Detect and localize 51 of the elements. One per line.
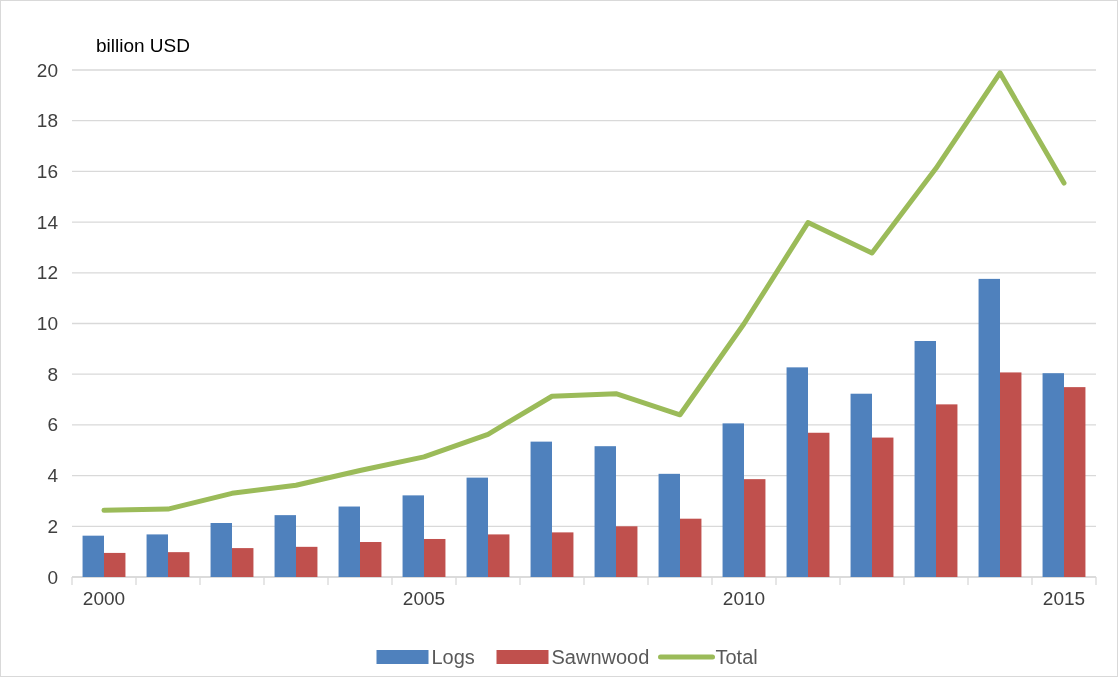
bar [872,437,894,577]
y-tick-label: 14 [36,211,59,233]
bar [104,552,126,577]
bar [402,495,424,577]
bar [914,340,936,577]
bar [360,542,382,577]
bar [146,534,168,577]
bar [658,473,680,577]
y-tick-label: 6 [47,414,58,436]
x-tick-label: 2000 [82,588,126,609]
x-tick-label: 2005 [402,588,446,609]
y-tick-label: 20 [36,59,58,81]
y-tick-label: 16 [36,160,58,182]
bar [786,367,808,577]
bar [530,441,552,577]
bar [82,535,104,577]
bar [296,546,318,577]
bar [594,446,616,577]
bar [808,432,830,577]
bar [338,506,360,577]
bar [466,477,488,577]
bar [232,548,254,577]
bar [1042,373,1064,577]
bar [744,479,766,577]
legend-label: Sawnwood [551,646,650,668]
bar [1000,372,1022,577]
bar [936,404,958,577]
x-tick-label: 2015 [1042,588,1086,609]
bar [1064,387,1086,577]
bar [722,423,744,577]
bar [850,393,872,577]
y-tick-label: 10 [36,313,58,335]
y-axis-title: billion USD [96,35,190,56]
y-tick-label: 8 [47,363,58,385]
bar [210,523,232,577]
y-tick-label: 2 [47,515,58,537]
bar [168,552,190,577]
y-tick-label: 18 [36,110,58,132]
bar [488,534,510,577]
legend-label: Logs [431,646,475,668]
y-tick-label: 4 [47,465,59,487]
y-tick-label: 0 [47,566,58,588]
bar [274,515,296,577]
bar [552,532,574,577]
legend-label: Total [715,646,758,668]
bar [424,538,446,577]
bar [978,278,1000,577]
x-tick-label: 2010 [722,588,766,609]
bar [616,526,638,577]
bar [680,518,702,577]
y-tick-label: 12 [36,262,58,284]
